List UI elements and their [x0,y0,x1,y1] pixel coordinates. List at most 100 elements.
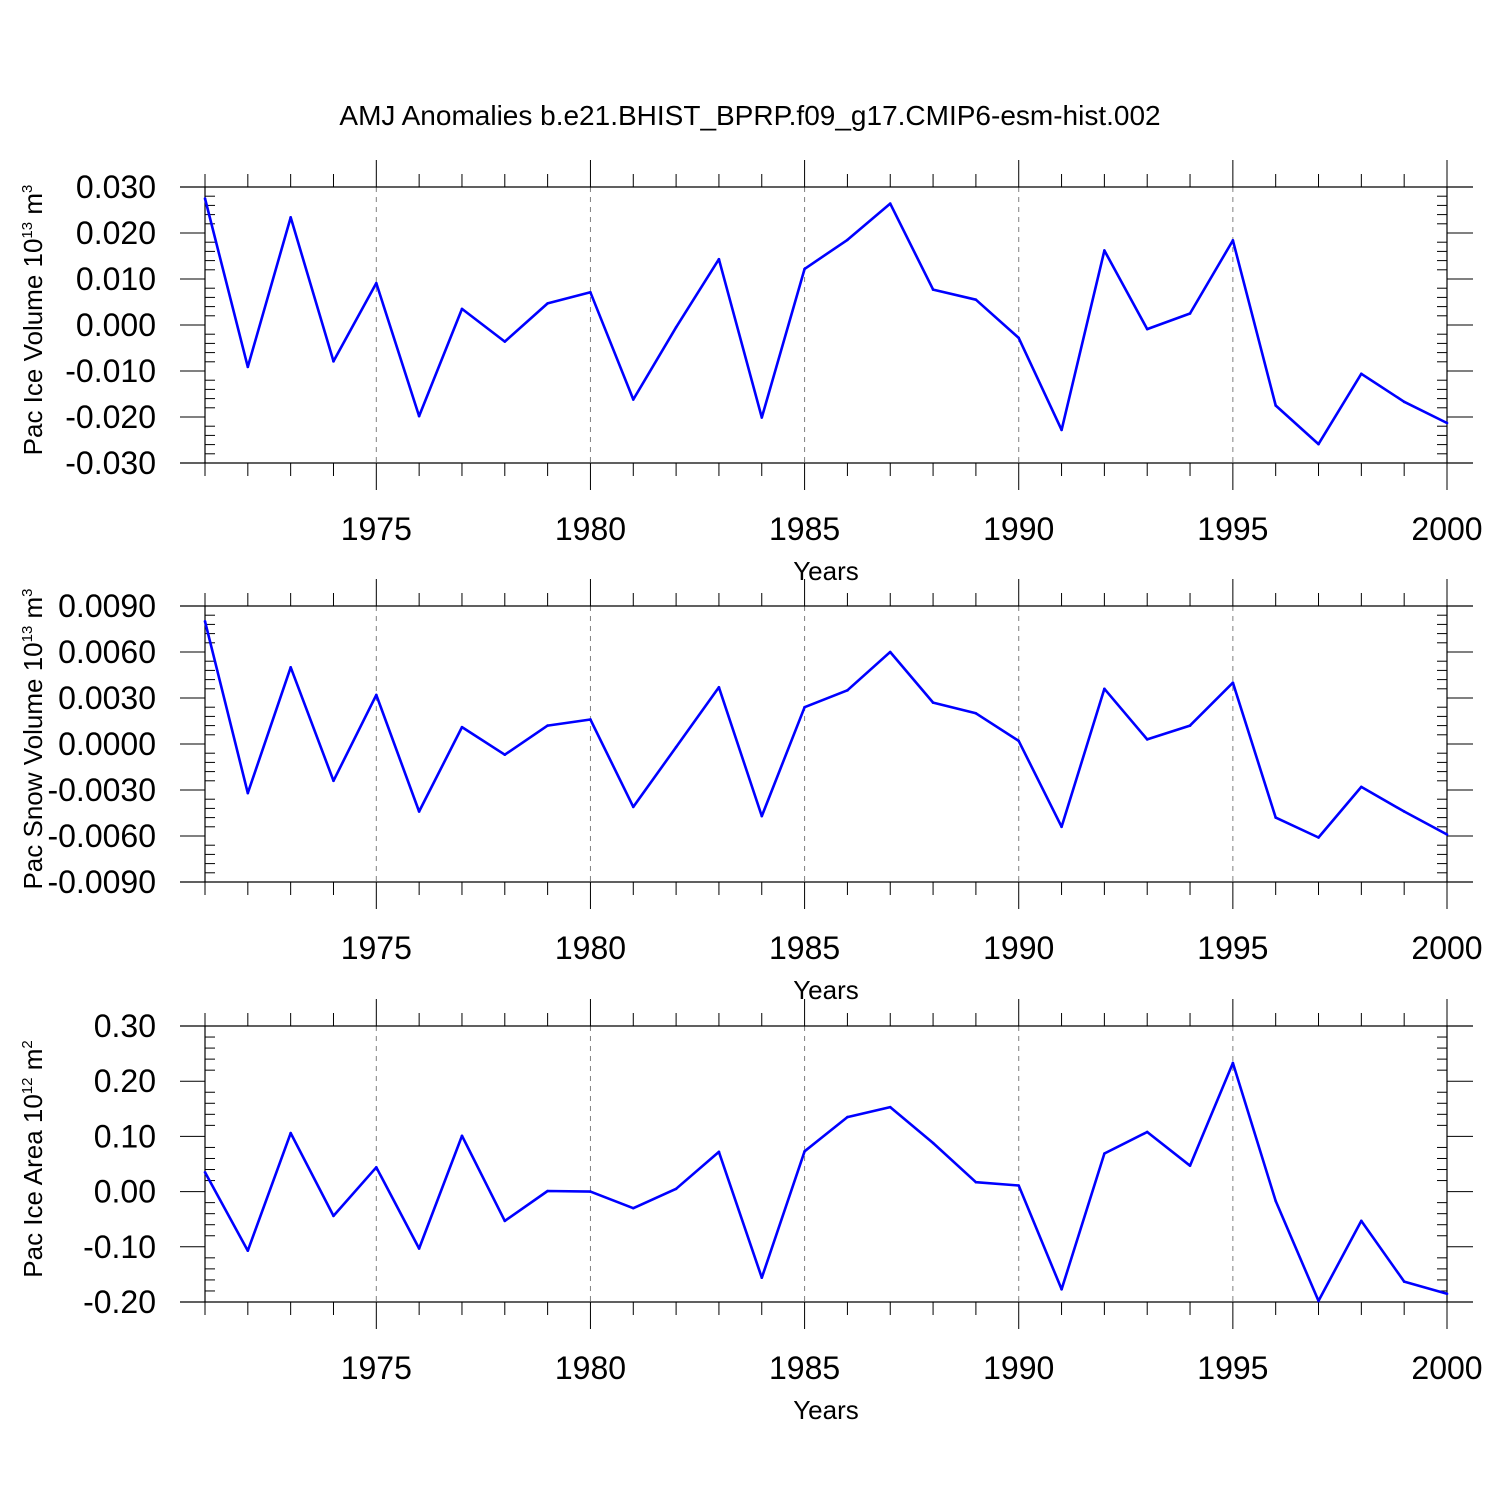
data-point [332,360,335,363]
data-point [1317,836,1320,839]
data-point [1231,239,1235,242]
data-point [460,1134,464,1138]
data-point [674,1187,678,1191]
data-point [289,1131,292,1135]
y-axis-title: Pac Ice Volume 1013 m3 [18,185,48,456]
data-point [1145,327,1149,331]
data-point [846,1115,849,1119]
data-point [1402,810,1406,813]
data-point [203,197,207,200]
y-axis-title: Pac Snow Volume 1013 m3 [18,588,48,889]
data-point [375,281,378,285]
data-point [246,1249,250,1252]
data-point [1317,1299,1320,1303]
data-point [1060,428,1063,432]
x-tick-label: 1975 [341,1350,412,1386]
data-point [888,650,892,654]
x-tick-label: 1985 [769,511,840,547]
y-tick-label: -0.20 [83,1284,156,1320]
data-point [760,416,764,419]
y-tick-label: -0.10 [83,1229,156,1265]
data-point [417,810,421,813]
y-tick-label: -0.020 [65,399,156,435]
y-tick-label: -0.030 [65,445,156,481]
x-tick-label: 1980 [555,511,626,547]
data-point [717,1150,721,1154]
data-point [674,326,678,329]
x-tick-label: 2000 [1411,511,1482,547]
chart-panel-3: -0.20 -0.10 0.00 0.10 0.20 0.30 1975 1980 1985 19… [18,999,1483,1425]
y-axis-title-exponent: 13 [19,222,36,239]
data-point [1402,1280,1406,1283]
data-point [760,1276,764,1280]
y-axis-title-unit: m [18,1049,48,1078]
data-point [503,1219,507,1223]
y-tick-label: 0.0090 [58,588,156,624]
data-point [289,216,292,219]
data-point [931,1141,935,1145]
y-axis-title-unit: m [18,193,48,222]
data-point [1017,336,1021,340]
data-point [846,689,849,692]
data-point [631,805,635,809]
data-point [1060,1288,1063,1291]
data-point [1145,1130,1149,1134]
x-tick-label: 1985 [769,930,840,966]
data-point [888,1105,892,1109]
x-axis-title: Years [793,556,859,586]
data-point [332,1214,335,1218]
data-point [503,340,507,343]
data-point [589,718,592,721]
data-point [203,620,207,623]
y-axis-title-unit: m [18,597,48,626]
data-point [1103,249,1106,252]
data-point [1360,785,1363,789]
data-point [332,779,335,783]
chart-panel-2: -0.0090 -0.0060 -0.0030 0.0000 0.0030 0.0060 0… [18,579,1483,1005]
x-axis-title: Years [793,975,859,1005]
chart-panels: -0.030 -0.020 -0.010 0.000 0.010 0.020 0.030 19… [18,160,1483,1425]
data-point [375,1166,378,1169]
y-tick-label: 0.000 [76,307,156,343]
data-point [1188,1164,1192,1167]
data-point [803,1150,806,1153]
x-tick-label: 1975 [341,930,412,966]
y-tick-label: -0.010 [65,353,156,389]
data-point [246,791,250,795]
y-tick-label: -0.0060 [47,818,156,854]
data-point [417,414,421,418]
data-point [931,701,935,704]
x-tick-label: 1995 [1197,930,1268,966]
y-tick-label: 0.0060 [58,634,156,670]
data-point [203,1170,207,1174]
x-tick-label: 2000 [1411,1350,1482,1386]
x-tick-label: 1990 [983,1350,1054,1386]
data-point [1231,681,1235,684]
data-point [1445,833,1449,836]
x-tick-label: 1990 [983,930,1054,966]
data-point [460,725,464,729]
data-point [503,753,507,757]
data-point [631,1206,635,1210]
y-tick-label: 0.030 [76,169,156,205]
x-tick-label: 1995 [1197,1350,1268,1386]
y-tick-label: 0.20 [94,1063,156,1099]
data-point [289,666,292,669]
y-axis-title-unit-exponent: 3 [19,588,36,596]
x-tick-label: 1990 [983,511,1054,547]
data-point [589,291,592,294]
y-tick-label: -0.0030 [47,772,156,808]
y-axis-title-unit-exponent: 2 [19,1040,36,1048]
data-point [546,302,549,305]
y-tick-label: 0.0030 [58,680,156,716]
data-point [674,745,678,749]
series-line [203,198,1448,446]
y-tick-label: -0.0090 [47,864,156,900]
series-line [203,620,1448,839]
data-point [417,1247,421,1250]
y-tick-label: 0.010 [76,261,156,297]
y-axis-title: Pac Ice Area 1012 m2 [18,1040,48,1277]
y-tick-label: 0.020 [76,215,156,251]
data-point [1360,1219,1363,1223]
